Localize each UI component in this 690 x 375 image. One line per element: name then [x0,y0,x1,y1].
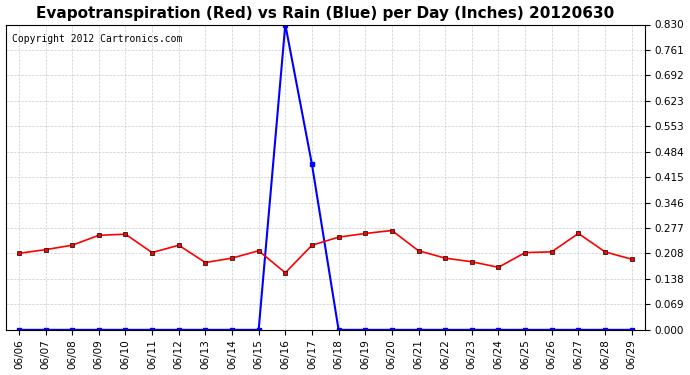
Text: Copyright 2012 Cartronics.com: Copyright 2012 Cartronics.com [12,34,182,44]
Title: Evapotranspiration (Red) vs Rain (Blue) per Day (Inches) 20120630: Evapotranspiration (Red) vs Rain (Blue) … [36,6,614,21]
